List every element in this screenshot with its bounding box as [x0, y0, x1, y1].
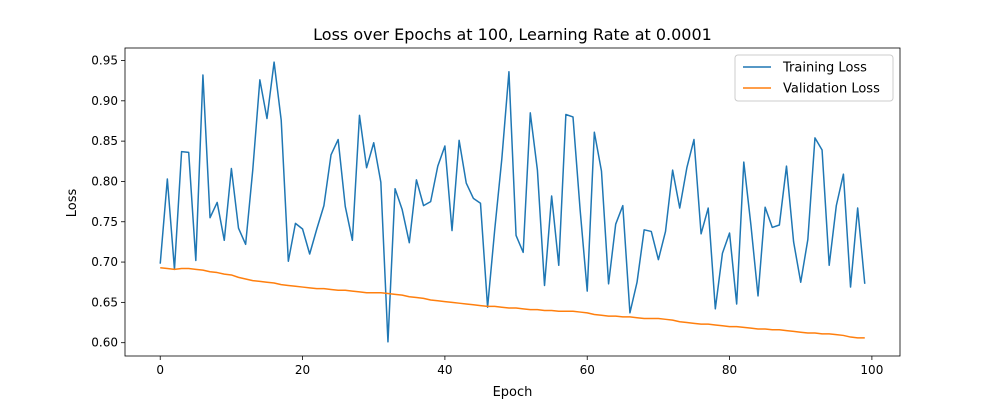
y-tick-label: 0.60: [91, 336, 118, 350]
series-line-1: [160, 266, 865, 339]
legend: Training Loss Validation Loss: [734, 54, 894, 102]
axes-frame: [124, 47, 901, 357]
x-tick-label: 60: [580, 363, 595, 377]
y-tick-label: 0.85: [91, 134, 118, 148]
y-tick-label: 0.95: [91, 53, 118, 67]
x-axis-label: Epoch: [493, 385, 533, 400]
series-line-0: [159, 61, 866, 343]
y-tick-label: 0.75: [91, 215, 118, 229]
legend-label-1: Validation Loss: [783, 82, 880, 97]
y-tick-label: 0.65: [91, 295, 118, 309]
y-tick-label: 0.80: [91, 174, 118, 188]
chart-title: Loss over Epochs at 100, Learning Rate a…: [313, 25, 712, 44]
legend-frame: [734, 54, 894, 102]
y-tick-label: 0.70: [91, 255, 118, 269]
x-tick-label: 0: [156, 363, 164, 377]
x-tick-label: 20: [295, 363, 310, 377]
y-tick-label: 0.90: [91, 94, 118, 108]
x-tick-label: 80: [722, 363, 737, 377]
plot-area: 0 20 40 60 80 100 0.60 0.65 0.70 0.75 0.80 0.85 0.90…: [91, 47, 901, 377]
legend-label-0: Training Loss: [782, 61, 867, 76]
x-tick-label: 40: [437, 363, 452, 377]
x-tick-label: 100: [860, 363, 883, 377]
y-axis-label: Loss: [65, 189, 80, 218]
